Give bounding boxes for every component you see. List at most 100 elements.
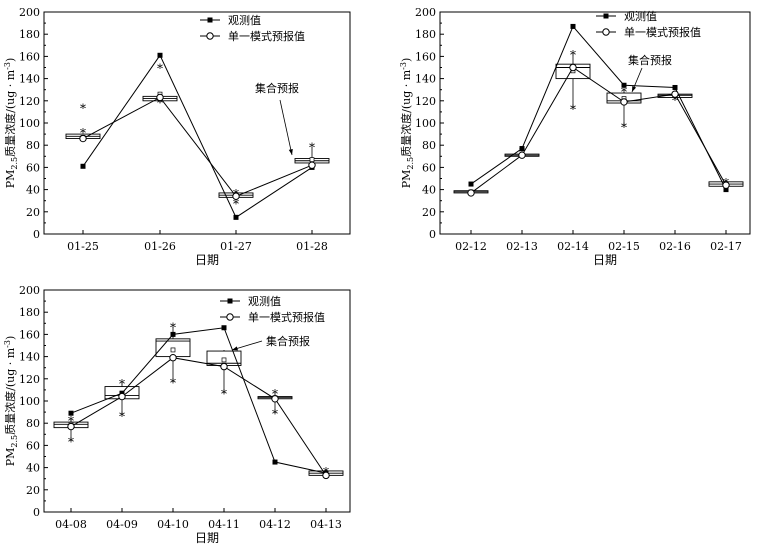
y-axis-label: PM2.5质量浓度/(ug · m-3)	[399, 58, 415, 189]
box-mean	[221, 357, 227, 363]
observed-point	[68, 410, 74, 416]
legend-observed-marker	[227, 298, 233, 304]
x-tick-label: 02-14	[557, 240, 589, 253]
box-outlier: *	[119, 409, 125, 423]
ensemble-box: *	[206, 349, 242, 401]
x-tick-label: 01-28	[296, 240, 328, 253]
x-tick-label: 01-27	[220, 240, 252, 253]
forecast-point	[671, 90, 679, 98]
y-tick-label: 200	[19, 6, 40, 19]
box-outlier: *	[570, 103, 576, 117]
box-outlier: *	[309, 140, 315, 154]
y-tick-label: 0	[33, 228, 40, 241]
y-axis-label: PM2.5质量浓度/(ug · m-3)	[3, 58, 19, 189]
box-outlier: *	[170, 321, 176, 335]
x-tick-label: 02-16	[659, 240, 691, 253]
y-tick-label: 160	[19, 328, 40, 341]
x-tick-label: 04-09	[106, 518, 138, 531]
legend-forecast-label: 单一模式预报值	[624, 25, 701, 39]
box-mean	[170, 347, 176, 353]
y-tick-label: 140	[19, 351, 40, 364]
y-tick-label: 60	[422, 161, 436, 174]
y-label-sub: 2.5	[10, 157, 19, 170]
legend-forecast-marker	[226, 313, 234, 321]
ensemble-box: **	[142, 62, 178, 110]
y-label-post: )	[4, 336, 17, 340]
x-tick-label: 04-10	[157, 518, 189, 531]
ensemble-box: **	[65, 101, 101, 140]
y-tick-label: 0	[33, 506, 40, 519]
y-label-sup: -3	[3, 62, 12, 70]
forecast-point	[232, 192, 240, 200]
y-tick-label: 100	[415, 117, 436, 130]
forecast-point	[722, 181, 730, 189]
observed-line	[70, 327, 327, 474]
observed-point	[468, 181, 474, 187]
box-outlier: *	[672, 94, 678, 108]
y-tick-label: 60	[26, 439, 40, 452]
y-tick-label: 20	[26, 206, 40, 219]
observed-point	[80, 163, 86, 169]
y-tick-label: 20	[422, 206, 436, 219]
y-tick-label: 120	[19, 95, 40, 108]
observed-point	[723, 187, 729, 193]
chart-1: 0 20 40 60 80 100 120 140 160 180 200 01-25 01-26 01-…	[3, 6, 351, 267]
forecast-point	[569, 63, 577, 72]
y-label-sup: -3	[399, 62, 408, 70]
box-outlier: *	[157, 96, 163, 110]
observed-point	[221, 325, 227, 331]
y-label-post: )	[4, 58, 17, 62]
box-outlier: *	[157, 62, 163, 76]
legend-forecast-label: 单一模式预报值	[228, 29, 305, 43]
ensemble-box: **	[555, 48, 591, 117]
x-axis-label: 日期	[593, 253, 617, 267]
x-tick-label: 04-11	[208, 518, 240, 531]
box-outlier: *	[621, 85, 627, 99]
y-tick-label: 40	[26, 462, 40, 475]
forecast-point	[518, 151, 526, 159]
observed-point	[672, 84, 678, 90]
annotation-arrow-head	[288, 149, 293, 155]
legend-observed-label: 观测值	[228, 14, 261, 27]
y-tick-label: 0	[429, 228, 436, 241]
box-outlier: *	[80, 126, 86, 140]
y-label-sub: 2.5	[10, 435, 19, 448]
forecast-point	[220, 362, 228, 371]
y-label-mid: 质量浓度/(ug · m	[3, 347, 17, 435]
observed-line	[470, 25, 727, 190]
annotation-arrow-head	[232, 346, 238, 351]
y-label-pm: PM	[4, 170, 17, 189]
legend-forecast-label: 单一模式预报值	[248, 310, 325, 324]
forecast-line	[470, 66, 727, 194]
x-axis-label: 日期	[195, 253, 219, 267]
y-tick-label: 60	[26, 161, 40, 174]
observed-point	[621, 82, 627, 88]
forecast-point	[67, 422, 75, 431]
y-tick-label: 200	[415, 6, 436, 19]
y-tick-label: 140	[19, 73, 40, 86]
y-label-mid: 质量浓度/(ug · m	[3, 69, 17, 157]
observed-point	[233, 214, 239, 220]
observed-line	[82, 54, 313, 219]
y-tick-label: 80	[422, 139, 436, 152]
forecast-point	[156, 93, 164, 102]
box-outlier: *	[68, 435, 74, 449]
box-outlier: *	[621, 120, 627, 134]
y-tick-label: 80	[26, 139, 40, 152]
legend-observed-marker	[207, 17, 213, 23]
forecast-point	[322, 471, 330, 480]
y-tick-label: 180	[415, 28, 436, 41]
annotation-label: 集合预报	[266, 334, 310, 348]
legend-observed-marker	[603, 13, 609, 19]
ensemble-box: *	[294, 140, 330, 165]
observed-point	[519, 146, 525, 152]
y-tick-label: 180	[19, 306, 40, 319]
plot-frame	[43, 11, 351, 235]
forecast-point	[308, 161, 316, 169]
y-label-sup: -3	[3, 340, 12, 348]
box-outlier: *	[119, 377, 125, 391]
y-tick-label: 160	[19, 50, 40, 63]
plot-frame	[439, 11, 751, 235]
